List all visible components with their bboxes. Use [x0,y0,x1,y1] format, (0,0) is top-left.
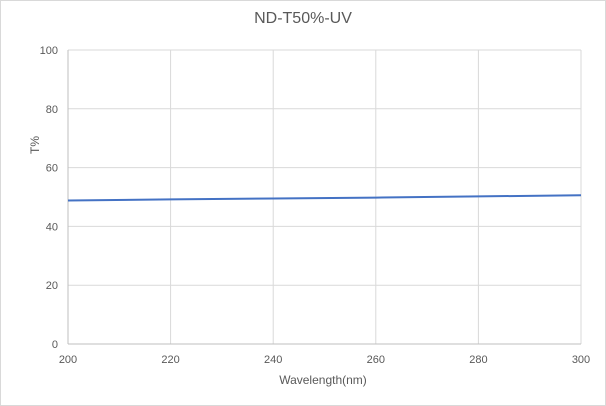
x-tick-label: 260 [367,354,385,366]
y-tick-label: 40 [46,221,58,233]
x-tick-label: 300 [572,354,590,366]
chart-title: ND-T50%-UV [254,10,352,27]
x-tick-label: 240 [264,354,282,366]
x-tick-label: 280 [469,354,487,366]
y-tick-label: 60 [46,163,58,175]
y-tick-label: 0 [52,339,58,351]
x-axis-label: Wavelength(nm) [279,373,367,387]
x-tick-label: 200 [59,354,77,366]
y-tick-label: 20 [46,280,58,292]
y-tick-label: 100 [40,45,58,57]
y-tick-label: 80 [46,104,58,116]
x-tick-label: 220 [161,354,179,366]
series-line [67,194,582,202]
